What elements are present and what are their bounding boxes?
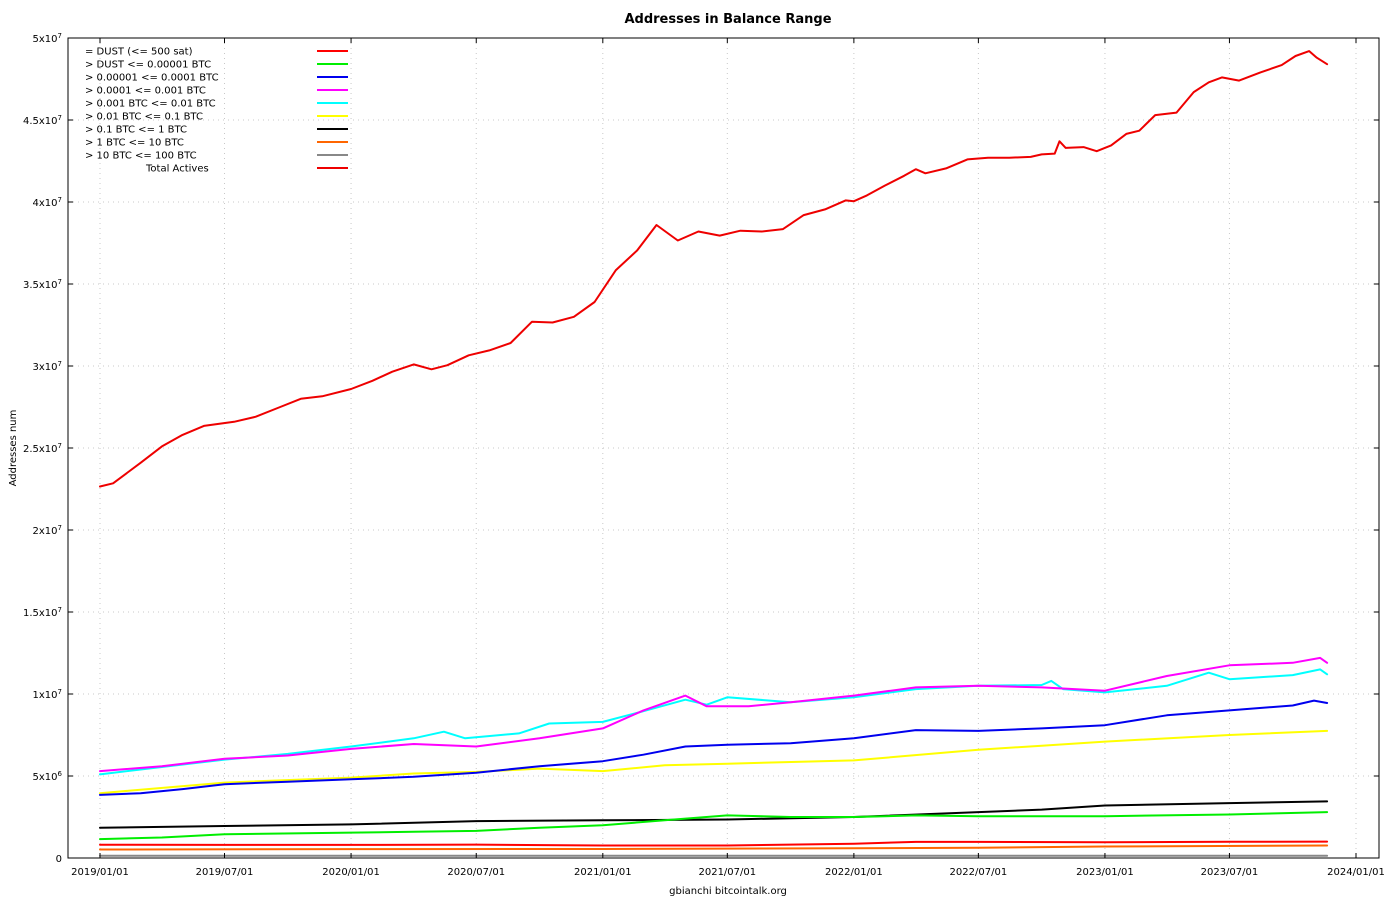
y-tick-label: 4.5x107 [23,114,62,127]
y-tick-label: 3x107 [33,360,62,373]
series-line [99,668,1329,776]
y-tick-label: 1.5x107 [23,606,62,619]
legend-label: > 0.1 BTC <= 1 BTC [85,125,187,136]
grid [68,38,1379,858]
y-tick-label: 4x107 [33,196,62,209]
legend-label: > 1 BTC <= 10 BTC [85,138,184,149]
legend-label: = DUST (<= 500 sat) [85,47,193,58]
x-tick-label: 2023/07/01 [1201,867,1259,878]
y-axis: 0 5x106 1x107 1.5x107 2x107 2.5x107 3x107 3.5x1… [23,32,1379,865]
x-tick-label: 2020/07/01 [447,867,505,878]
legend: = DUST (<= 500 sat) > DUST <= 0.00001 BTC… [85,47,348,175]
series-lines [99,50,1329,857]
y-tick-label: 0 [56,854,62,865]
legend-label: > DUST <= 0.00001 BTC [85,60,211,71]
series-line [99,811,1329,841]
x-tick-label: 2020/01/01 [322,867,380,878]
y-tick-label: 5x106 [33,770,63,783]
x-tick-label: 2019/07/01 [196,867,254,878]
x-tick-label: 2024/01/01 [1327,867,1385,878]
series-line [99,656,1329,773]
y-tick-label: 3.5x107 [23,278,62,291]
series-line [99,844,1329,851]
series-line [99,840,1329,847]
legend-label: > 0.00001 <= 0.0001 BTC [85,73,219,84]
x-tick-label: 2021/01/01 [574,867,632,878]
x-axis-label: gbianchi bitcointalk.org [669,886,787,897]
x-axis: 2019/01/01 2019/07/01 2020/01/01 2020/07/01… [71,38,1385,878]
legend-label: > 0.001 BTC <= 0.01 BTC [85,99,216,110]
legend-label: > 0.01 BTC <= 0.1 BTC [85,112,203,123]
series-line [99,729,1329,795]
series-line [99,699,1329,796]
legend-label: Total Actives [145,164,209,175]
chart-title: Addresses in Balance Range [624,12,831,27]
x-tick-label: 2021/07/01 [698,867,756,878]
y-tick-label: 5x107 [33,32,62,45]
y-axis-label: Addresses num [8,410,19,487]
y-tick-label: 2.5x107 [23,442,62,455]
x-tick-label: 2019/01/01 [71,867,129,878]
series-line [99,50,1329,488]
y-tick-label: 1x107 [33,688,62,701]
x-tick-label: 2022/07/01 [950,867,1008,878]
legend-label: > 0.0001 <= 0.001 BTC [85,86,206,97]
legend-label: > 10 BTC <= 100 BTC [85,151,197,162]
y-tick-label: 2x107 [33,524,62,537]
x-tick-label: 2022/01/01 [825,867,883,878]
x-tick-label: 2023/01/01 [1076,867,1134,878]
series-line [99,800,1329,829]
